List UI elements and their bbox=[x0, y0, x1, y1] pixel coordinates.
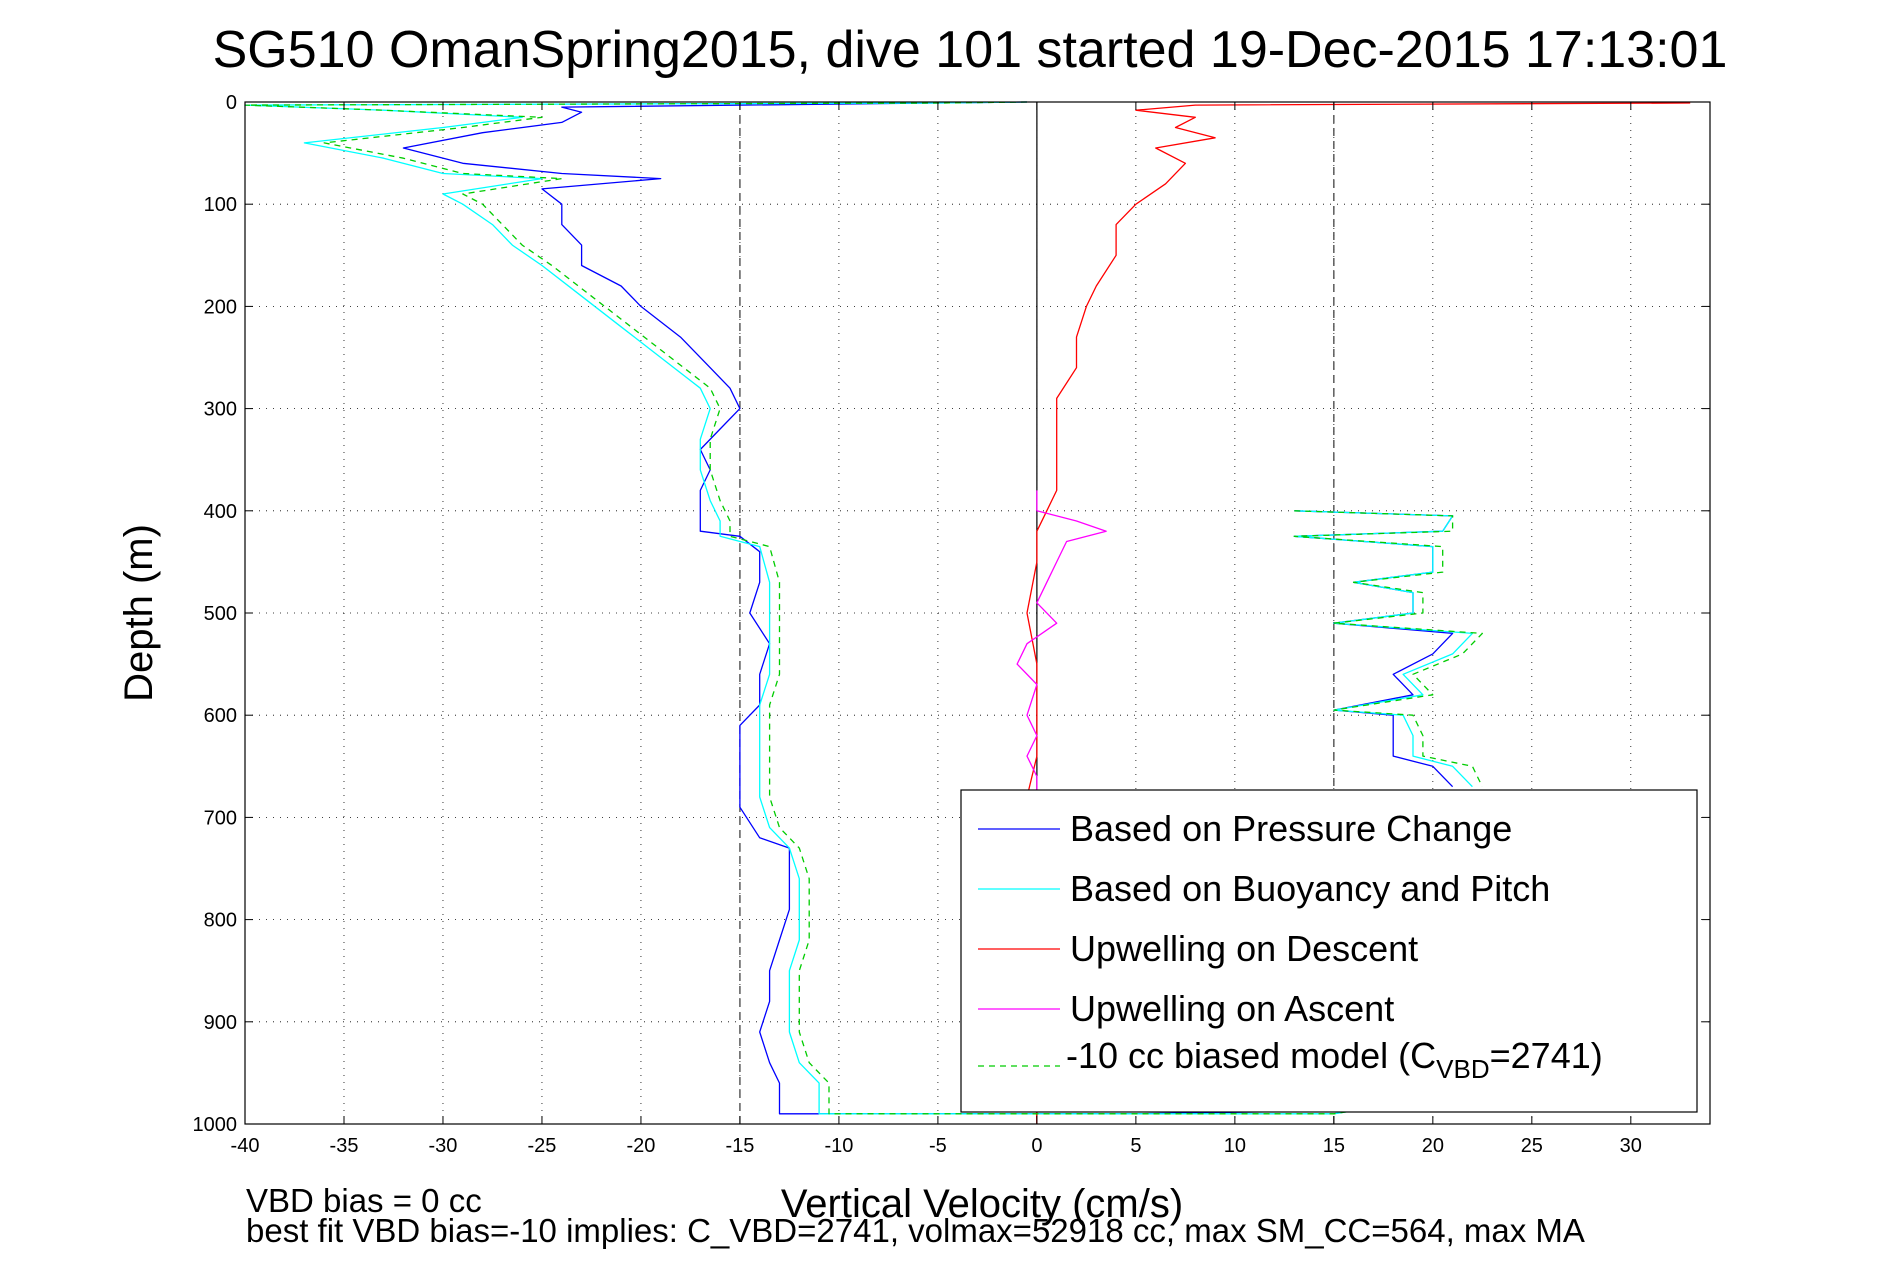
x-tick-label: 10 bbox=[1224, 1135, 1246, 1157]
x-tick-label: -30 bbox=[429, 1135, 458, 1157]
y-axis-title: Depth (m) bbox=[117, 524, 161, 702]
x-tick-label: -25 bbox=[528, 1135, 557, 1157]
x-tick-label: -5 bbox=[929, 1135, 947, 1157]
x-tick-label: -15 bbox=[725, 1135, 754, 1157]
chart-title: SG510 OmanSpring2015, dive 101 started 1… bbox=[213, 21, 1728, 79]
legend-label-upwelling-descent: Upwelling on Descent bbox=[1070, 928, 1418, 969]
x-tick-label: 30 bbox=[1620, 1135, 1642, 1157]
legend-label-pressure: Based on Pressure Change bbox=[1070, 808, 1512, 849]
y-tick-label: 200 bbox=[204, 296, 237, 318]
x-tick-label: -40 bbox=[231, 1135, 260, 1157]
series-line-2 bbox=[1026, 102, 1691, 1125]
series-lines bbox=[244, 101, 1691, 1125]
legend-label-biased-subscript: VBD bbox=[1436, 1054, 1489, 1084]
x-tick-label: 0 bbox=[1031, 1135, 1042, 1157]
y-tick-label: 700 bbox=[204, 807, 237, 829]
legend: Based on Pressure Change Based on Buoyan… bbox=[960, 789, 1698, 1113]
y-tick-label: 400 bbox=[204, 501, 237, 523]
x-tick-label: -20 bbox=[626, 1135, 655, 1157]
y-tick-label: 300 bbox=[204, 399, 237, 421]
legend-label-upwelling-ascent: Upwelling on Ascent bbox=[1070, 988, 1394, 1029]
y-tick-label: 900 bbox=[204, 1012, 237, 1034]
y-tick-label: 1000 bbox=[193, 1114, 238, 1136]
legend-label-buoyancy: Based on Buoyancy and Pitch bbox=[1070, 868, 1550, 909]
legend-label-biased-suffix: =2741) bbox=[1490, 1035, 1603, 1076]
x-tick-label: 20 bbox=[1422, 1135, 1444, 1157]
x-tick-label: -35 bbox=[330, 1135, 359, 1157]
y-tick-label: 500 bbox=[204, 603, 237, 625]
best-fit-note: best fit VBD bias=-10 implies: C_VBD=274… bbox=[246, 1212, 1585, 1249]
x-tick-label: 15 bbox=[1323, 1135, 1345, 1157]
legend-label-biased-model: -10 cc biased model (CVBD=2741) bbox=[1066, 1035, 1603, 1084]
y-tick-label: 800 bbox=[204, 910, 237, 932]
vbd-bias-note: VBD bias = 0 cc bbox=[246, 1182, 482, 1219]
series-line-7 bbox=[1293, 510, 1483, 787]
y-tick-label: 0 bbox=[226, 92, 237, 114]
legend-box bbox=[960, 789, 1698, 1113]
series-line-3 bbox=[1016, 490, 1107, 797]
x-axis-title: Vertical Velocity (cm/s) bbox=[781, 1182, 1183, 1226]
series-line-0 bbox=[402, 101, 1354, 1115]
legend-label-biased-prefix: -10 cc biased model (C bbox=[1066, 1035, 1436, 1076]
axis-ticks: -40 -35 -30 -25 -20 -15 -10 -5 0 5 10 15 20 25 3001002… bbox=[193, 92, 1710, 1157]
y-tick-label: 600 bbox=[204, 705, 237, 727]
x-tick-label: -10 bbox=[824, 1135, 853, 1157]
x-tick-label: 5 bbox=[1130, 1135, 1141, 1157]
y-tick-label: 100 bbox=[204, 194, 237, 216]
series-line-1 bbox=[244, 101, 1354, 1115]
x-tick-label: 25 bbox=[1521, 1135, 1543, 1157]
series-line-4 bbox=[244, 101, 1354, 1115]
